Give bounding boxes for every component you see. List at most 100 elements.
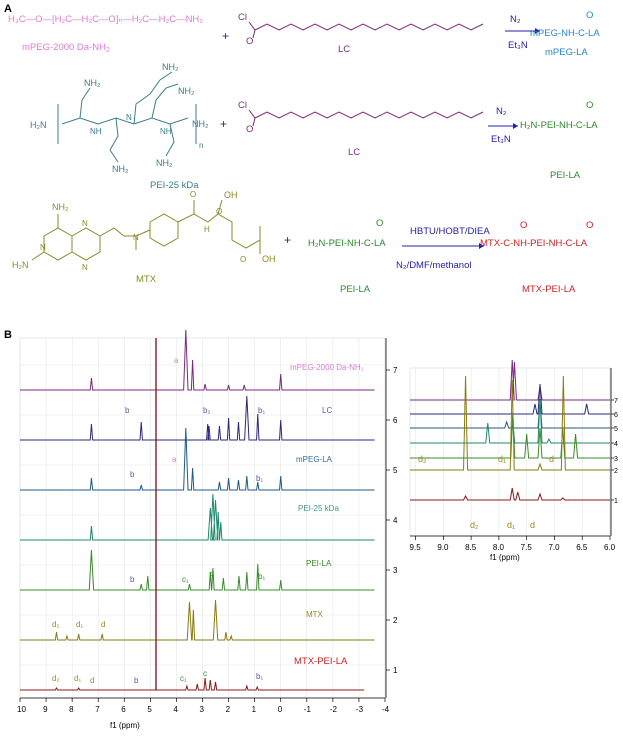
inset-grid [415, 368, 611, 536]
ann-d2b: d₂ [52, 674, 60, 683]
ann-a1: a [174, 356, 179, 365]
lc2-o: O [246, 124, 253, 135]
trace-label-0: mPEG-2000 Da-NH₂ [290, 363, 364, 372]
trace-2 [20, 427, 375, 491]
ann-b1s3: b₁ [258, 572, 265, 581]
cond2-top: N₂ [496, 106, 507, 117]
inset-d: d [549, 454, 554, 464]
inset-frame [409, 367, 611, 537]
trace-5 [20, 599, 375, 641]
mpeg-formula: H₃C—O—[H₂C—H₂C—O]ₙ—H₂C—H₂C—NH₂ [8, 14, 203, 25]
inset-d1: d₁ [498, 454, 506, 464]
inset-right-tick-label: 6 [614, 412, 618, 419]
inset-trace-2 [410, 401, 610, 429]
plus-3: + [284, 233, 291, 247]
main-tick-label: 2 [226, 705, 231, 714]
mtx-n3: N [82, 219, 88, 228]
main-tick-label: 0 [278, 705, 283, 714]
main-tick-label: 1 [252, 705, 257, 714]
inset-tick-label: 9.0 [437, 543, 449, 552]
inset-spectrum: 9.5 9.0 8.5 8.0 7.5 7.0 6.5 6.0 7 6 5 4 3 2 1 f1 (ppm… [409, 359, 618, 562]
inset-d2: d₂ [418, 454, 427, 464]
ann-b4: b [130, 575, 135, 584]
inset-tick-label: 7.5 [521, 543, 533, 552]
trace-6 [20, 677, 365, 691]
ann-cb: c [203, 669, 207, 678]
product3-o2: O [586, 220, 593, 231]
pei-name: PEI-25 kDa [150, 180, 199, 191]
pei-nh-2: NH [160, 127, 172, 136]
mtx-name: MTX [136, 274, 157, 285]
product2-o: O [586, 100, 593, 111]
mtx-o3: O [240, 255, 246, 264]
pei-nh2-bottom2: NH₂ [156, 158, 173, 168]
inset-tick-label: 6.0 [604, 543, 616, 552]
main-tick-label: 8 [69, 705, 74, 714]
main-grid [19, 338, 386, 698]
main-right-tick-label: 6 [393, 416, 398, 425]
mtx-h2n: H₂N [12, 260, 29, 270]
ann-b2: b [125, 406, 130, 415]
ann-b1s: b₁ [258, 406, 265, 415]
main-right-tick-label: 2 [393, 616, 398, 625]
ann-b1s2: b₁ [256, 474, 263, 483]
mtx-nh2: NH₂ [52, 202, 69, 212]
lc2-chain [248, 109, 484, 127]
product3-name: MTX-PEI-LA [522, 284, 576, 295]
ann-db: d [90, 676, 94, 685]
lc2-label: LC [348, 147, 360, 158]
ann-c1: c₁ [182, 575, 189, 584]
inset-trace-3 [410, 398, 610, 444]
main-right-tick-label: 7 [393, 366, 398, 375]
ann-b5: b [134, 676, 139, 685]
trace-label-1: LC [322, 406, 332, 415]
inset-db: d [530, 520, 535, 530]
trace-1 [20, 395, 375, 441]
pei-structure [57, 71, 197, 163]
main-tick-label: -1 [304, 705, 312, 714]
trace-3 [20, 493, 375, 541]
main-tick-label: 5 [147, 705, 152, 714]
cond3-top: HBTU/HOBT/DIEA [410, 226, 490, 237]
pei-nh-1: NH [90, 127, 102, 136]
ann-b1s4: b₁ [256, 672, 263, 681]
inset-traces [410, 359, 610, 501]
reactant3-formula: H₂N-PEI-NH-C-LA [308, 238, 386, 249]
trace-labels: mPEG-2000 Da-NH₂ LC mPEG-LA PEI-25 kDa PEI-L… [290, 363, 364, 667]
ann-d: d [101, 620, 105, 629]
ann-b2s: b₂ [203, 406, 211, 415]
inset-right-tick-label: 2 [614, 468, 618, 475]
inset-trace-4 [410, 411, 610, 459]
cond1-top: N₂ [510, 14, 521, 25]
pei-nh2-bottom: NH₂ [112, 164, 129, 174]
ann-b3: b [130, 470, 135, 479]
inset-tick-label: 9.5 [410, 543, 422, 552]
main-tick-label: 10 [17, 705, 26, 714]
pei-nh2-mid: NH₂ [178, 86, 195, 96]
trace-0 [20, 329, 375, 391]
inset-trace-6 [410, 487, 610, 501]
main-tick-label: -2 [330, 705, 338, 714]
ann-a2: a [172, 455, 177, 464]
product3-o1: O [520, 220, 527, 231]
panel-a-label: A [4, 3, 12, 15]
main-tick-label: 3 [200, 705, 205, 714]
mtx-o2: O [216, 207, 222, 216]
ann-c1b: c₁ [180, 674, 187, 683]
pei-n-1: N [126, 113, 132, 122]
inset-d1b: d₁ [507, 520, 515, 530]
main-tick-label: 4 [173, 705, 178, 714]
trace-label-3: PEI-25 kDa [298, 504, 339, 513]
arrow-1-head [535, 28, 540, 34]
inset-trace-0 [410, 359, 610, 401]
inset-right-tick-label: 4 [614, 441, 618, 448]
trace-4 [20, 549, 375, 591]
main-right-ticks: 7 6 5 4 3 2 1 [386, 366, 398, 675]
pei-nh2-top: NH₂ [84, 78, 101, 88]
mtx-n1: N [40, 243, 46, 252]
cond1-bottom: Et₃N [508, 40, 528, 51]
inset-d2b: d₂ [470, 520, 479, 530]
mtx-oh2: OH [262, 254, 276, 264]
